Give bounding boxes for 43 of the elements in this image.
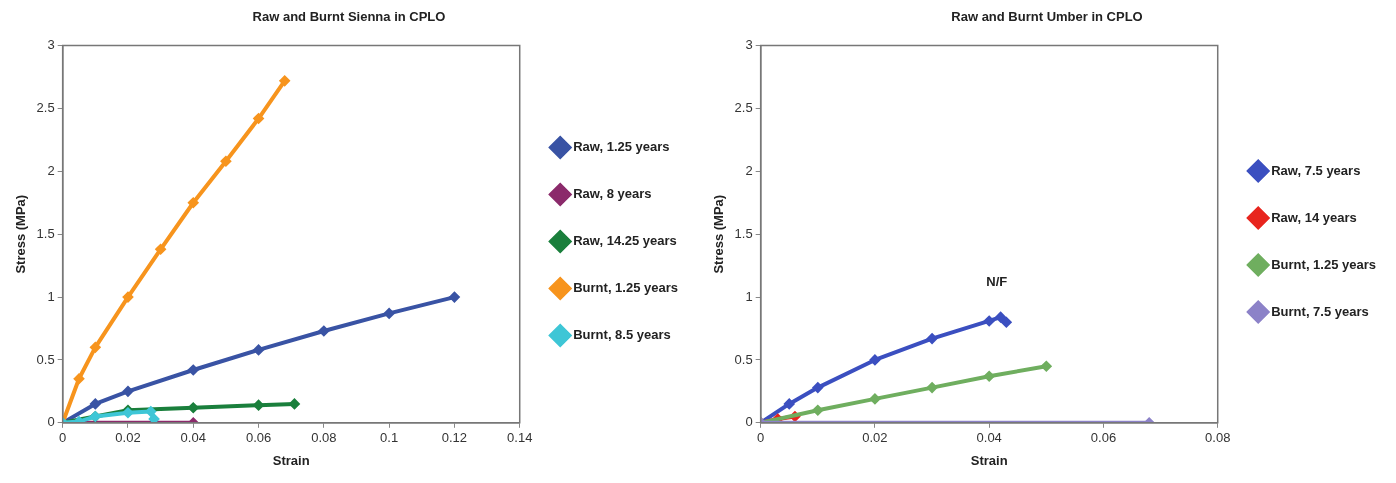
chart-title: Raw and Burnt Sienna in CPLO <box>252 9 446 25</box>
y-tick-label: 0 <box>47 414 55 430</box>
y-tick-label: 0.5 <box>734 351 753 367</box>
x-tick-label: 0.04 <box>976 430 1002 446</box>
x-tick-label: 0.08 <box>311 430 337 446</box>
y-tick-label: 1.5 <box>734 225 753 241</box>
legend-label: Raw, 14 years <box>1271 209 1357 225</box>
y-tick-label: 2 <box>47 162 55 178</box>
x-tick-label: 0.08 <box>1205 430 1231 446</box>
legend-label: Raw, 14.25 years <box>573 233 677 249</box>
legend-label: Raw, 8 years <box>573 186 652 202</box>
y-tick-label: 1 <box>47 288 55 304</box>
y-tick-label: 3 <box>745 37 753 53</box>
legend-label: Burnt, 1.25 years <box>1271 256 1377 272</box>
x-tick-label: 0.12 <box>441 430 468 446</box>
x-tick-label: 0.14 <box>507 430 533 446</box>
annotation: N/F <box>986 273 1008 289</box>
x-tick-label: 0.02 <box>115 430 141 446</box>
y-tick-label: 2.5 <box>36 100 55 116</box>
y-tick-label: 1.5 <box>36 225 55 241</box>
x-tick-label: 0.06 <box>1090 430 1117 446</box>
y-tick-label: 2.5 <box>734 100 753 116</box>
x-tick-label: 0.1 <box>380 430 399 446</box>
legend-label: Burnt, 1.25 years <box>573 280 679 296</box>
x-tick-label: 0.06 <box>245 430 272 446</box>
x-tick-label: 0 <box>59 430 67 446</box>
x-tick-label: 0.04 <box>180 430 206 446</box>
y-tick-label: 0.5 <box>36 351 55 367</box>
legend-label: Burnt, 7.5 years <box>1271 303 1369 319</box>
legend-label: Burnt, 8.5 years <box>573 327 671 343</box>
x-axis-title: Strain <box>970 452 1008 468</box>
x-tick-label: 0.02 <box>862 430 888 446</box>
y-tick-label: 2 <box>745 162 753 178</box>
legend-label: Raw, 7.5 years <box>1271 162 1361 178</box>
x-tick-label: 0 <box>757 430 765 446</box>
chart-title: Raw and Burnt Umber in CPLO <box>951 9 1143 25</box>
legend-label: Raw, 1.25 years <box>573 139 670 155</box>
y-axis-title: Stress (MPa) <box>13 194 29 274</box>
y-tick-label: 0 <box>745 414 753 430</box>
y-axis-title: Stress (MPa) <box>711 194 727 274</box>
y-tick-label: 3 <box>47 37 55 53</box>
x-axis-title: Strain <box>272 452 310 468</box>
y-tick-label: 1 <box>745 288 753 304</box>
